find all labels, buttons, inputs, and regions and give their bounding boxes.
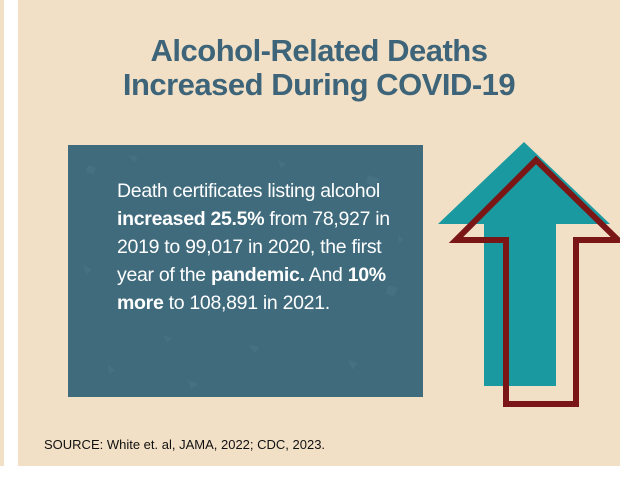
textbox-texture (83, 155, 404, 389)
stat-highlight-pandemic: pandemic. (210, 264, 305, 286)
page-title: Alcohol-Related Deaths Increased During … (18, 34, 620, 102)
stat-text-part-2: from 78,927 in 2019 to 99,017 in 2020, t… (117, 208, 390, 286)
infographic-card: Alcohol-Related Deaths Increased During … (18, 0, 620, 466)
source-citation: SOURCE: White et. al, JAMA, 2022; CDC, 2… (44, 437, 326, 452)
stat-highlight-more: 10% more (117, 264, 386, 314)
title-line-1: Alcohol-Related Deaths (150, 33, 488, 68)
stat-textbox: Death certificates listing alcohol incre… (68, 145, 423, 397)
stat-text-part-3: And (304, 264, 348, 286)
up-arrow-icon (438, 142, 620, 407)
stat-text-part-4: to 108,891 in 2021. (163, 292, 331, 314)
title-line-2: Increased During COVID-19 (122, 67, 516, 102)
stat-text-part-1: Death certificates listing alcohol (117, 180, 380, 202)
arrow-outline (448, 155, 620, 407)
arrow-fill (438, 142, 610, 386)
left-edge-strip (0, 0, 4, 466)
stat-description: Death certificates listing alcohol incre… (117, 177, 413, 317)
stat-highlight-increase: increased 25.5% (117, 208, 265, 230)
